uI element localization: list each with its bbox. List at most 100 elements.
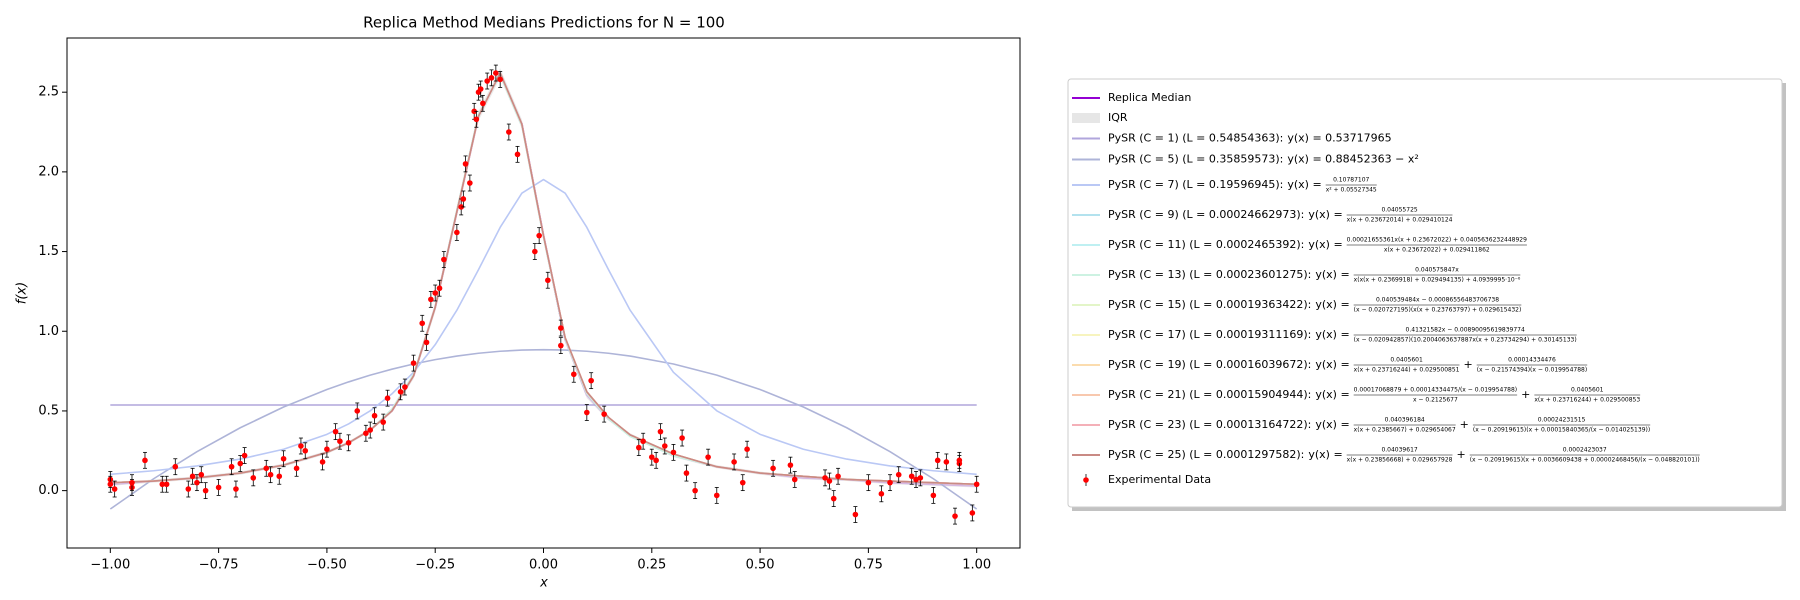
data-marker (280, 455, 287, 462)
data-marker (713, 492, 720, 499)
data-point (895, 466, 902, 484)
data-marker (558, 325, 564, 331)
legend-label: PySR (C = 5) (L = 0.35859573): (1108, 153, 1283, 166)
data-point (601, 405, 607, 423)
data-marker (770, 465, 776, 472)
data-point (280, 450, 287, 468)
data-marker (198, 471, 205, 478)
legend-label: PySR (C = 19) (L = 0.00016039672): (1108, 358, 1311, 371)
data-marker (488, 75, 495, 81)
data-marker (601, 411, 607, 417)
formula-text: y(x) = 0.53717965 (1287, 132, 1391, 145)
data-point (969, 504, 976, 522)
formula-text: y(x) = (1315, 418, 1349, 431)
data-point (878, 485, 885, 503)
data-point (887, 474, 893, 492)
formula-numerator: 0.04055725 (1381, 207, 1417, 214)
formula-text: y(x) = (1287, 178, 1321, 191)
data-marker (172, 463, 179, 470)
data-marker (345, 440, 352, 446)
data-point (657, 423, 664, 441)
data-marker (878, 491, 885, 497)
data-marker (822, 475, 828, 481)
data-marker (532, 248, 538, 255)
data-point (679, 429, 685, 447)
data-marker (276, 473, 283, 480)
data-point (830, 490, 837, 507)
data-point (532, 243, 538, 260)
legend-label: IQR (1108, 111, 1128, 124)
data-point (497, 71, 503, 88)
data-marker (791, 476, 798, 483)
data-marker (185, 486, 192, 492)
data-point (319, 453, 326, 471)
data-marker (293, 465, 300, 472)
data-point (584, 404, 590, 421)
data-marker (107, 481, 114, 488)
data-point (865, 474, 872, 492)
data-point (237, 455, 244, 472)
legend-label: PySR (C = 7) (L = 0.19596945): (1108, 178, 1283, 191)
data-point (462, 155, 469, 173)
legend-label: PySR (C = 21) (L = 0.00015904944): (1108, 388, 1311, 401)
data-point (293, 459, 300, 477)
data-point (484, 72, 490, 90)
x-tick-label: 0.75 (854, 558, 883, 573)
formula-numerator: 0.0002423037 (1563, 447, 1607, 454)
legend-label: PySR (C = 11) (L = 0.0002465392): (1108, 238, 1304, 251)
data-point (835, 467, 841, 485)
data-point (973, 475, 980, 493)
x-tick-label: −0.75 (199, 558, 239, 573)
data-marker (423, 339, 430, 346)
x-tick-label: 0.25 (637, 558, 666, 573)
data-point (142, 451, 148, 469)
data-point (670, 444, 677, 461)
data-point (930, 487, 937, 504)
data-marker (384, 395, 391, 401)
data-point (683, 464, 690, 482)
legend-label: PySR (C = 15) (L = 0.00019363422): (1108, 298, 1311, 311)
formula-text: y(x) = (1315, 268, 1349, 281)
data-marker (250, 475, 257, 481)
data-marker (887, 479, 893, 486)
formula-denominator: x(x + 0.23716244) + 0.029500853 (1534, 397, 1640, 404)
data-marker (363, 430, 369, 437)
formula-denominator: (x − 0.20919615)(x + 0.0036609438 + 0.00… (1470, 457, 1700, 464)
data-point (934, 451, 941, 469)
data-point (787, 456, 794, 474)
data-marker (228, 463, 235, 470)
data-marker (648, 454, 655, 460)
formula-text: y(x) = (1315, 388, 1349, 401)
data-point (111, 480, 118, 498)
data-marker (705, 454, 711, 460)
x-axis-label: x (539, 576, 548, 591)
y-tick-label: 2.0 (38, 164, 59, 179)
data-marker (683, 470, 690, 476)
formula-text: y(x) = (1308, 448, 1342, 461)
formula-numerator: 0.00017068879 + 0.00014334475/(x − 0.019… (1354, 387, 1517, 394)
data-marker (319, 459, 326, 465)
x-tick-label: 0.50 (746, 558, 775, 573)
formula-text: y(x) = (1315, 328, 1349, 341)
formula-text: y(x) = (1308, 208, 1342, 221)
data-point (822, 469, 828, 487)
formula-text: y(x) = (1308, 238, 1342, 251)
formula-numerator: 0.040575847x (1415, 267, 1459, 274)
formula-numerator: 0.0405601 (1571, 387, 1604, 394)
data-marker (636, 444, 642, 451)
data-point (324, 440, 330, 458)
data-marker (332, 428, 339, 435)
data-marker (514, 151, 521, 158)
data-point (263, 459, 270, 477)
data-marker (934, 457, 941, 464)
data-point (198, 466, 205, 484)
data-marker (129, 479, 135, 486)
formula-text: y(x) = (1315, 298, 1349, 311)
formula-numerator: 0.00021655361x(x + 0.23672022) + 0.04056… (1347, 237, 1527, 244)
formula-numerator: 0.10787107 (1333, 177, 1369, 184)
data-marker (930, 492, 937, 499)
data-marker (679, 435, 685, 441)
data-marker (454, 229, 460, 236)
data-point (384, 389, 391, 407)
data-point (493, 64, 499, 82)
